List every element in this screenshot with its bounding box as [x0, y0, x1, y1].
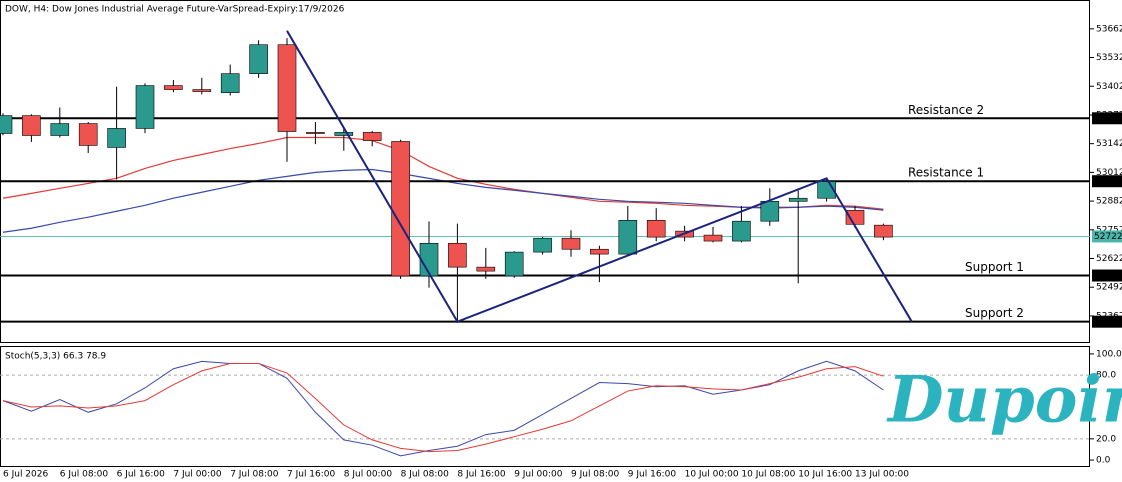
main-panel	[0, 0, 1090, 343]
x-tick-label: 6 Jul 16:00	[117, 470, 166, 480]
x-tick-label: 10 Jul 00:00	[685, 470, 739, 480]
x-tick-label: 6 Jul 2026	[3, 470, 48, 480]
candle-body	[107, 128, 126, 148]
y-tick-label: 52492	[1096, 283, 1122, 293]
candle-body	[0, 115, 13, 134]
x-tick-label: 9 Jul 08:00	[571, 470, 620, 480]
candle-body	[504, 251, 524, 277]
candle-body	[590, 248, 609, 255]
candle-body	[419, 242, 439, 277]
candle-body	[788, 197, 808, 202]
x-tick-label: 10 Jul 16:00	[798, 470, 852, 480]
price-box	[1092, 112, 1122, 125]
candle-body	[78, 123, 98, 146]
price-box	[1092, 175, 1122, 188]
candle-body	[533, 237, 552, 253]
candle-body	[760, 201, 780, 222]
candle-body	[277, 44, 297, 132]
candle-body	[306, 132, 325, 134]
candle-body	[703, 234, 723, 242]
y-tick-label: 20.0	[1096, 434, 1116, 444]
x-tick-label: 8 Jul 00:00	[344, 470, 393, 480]
candle-body	[448, 242, 467, 268]
x-tick-label: 8 Jul 08:00	[401, 470, 450, 480]
level-label: Support 2	[965, 306, 1024, 320]
indicator-title: Stoch(5,3,3) 66.3 78.9	[5, 352, 106, 362]
x-tick-label: 9 Jul 00:00	[514, 470, 563, 480]
candle-body	[334, 132, 354, 136]
y-tick-label: 52752	[1096, 225, 1122, 235]
y-tick-label: 53532	[1096, 53, 1122, 63]
indicator-line	[2, 360, 884, 457]
x-tick-label: 6 Jul 08:00	[60, 470, 109, 480]
price-box-label: 52972	[1094, 177, 1122, 187]
logo: Dupoin	[886, 363, 1122, 438]
y-tick-label: 80.0	[1096, 371, 1116, 381]
price-box	[1092, 315, 1122, 328]
candle-body	[874, 224, 893, 238]
x-tick-label: 10 Jul 08:00	[741, 470, 795, 480]
x-tick-label: 9 Jul 16:00	[628, 470, 677, 480]
candle-body	[362, 132, 382, 141]
x-tick-label: 13 Jul 00:00	[855, 470, 909, 480]
x-tick-label: 8 Jul 16:00	[457, 470, 506, 480]
candle-body	[476, 266, 496, 272]
candle-body	[561, 237, 581, 250]
chart-title: DOW, H4: Dow Jones Industrial Average Fu…	[5, 5, 345, 15]
candle-body	[732, 220, 751, 242]
price-box-label: 53257	[1094, 114, 1122, 124]
price-box	[1092, 269, 1122, 282]
trendline	[286, 30, 913, 323]
price-box	[1092, 230, 1122, 243]
candle-body	[50, 123, 70, 136]
x-tick-label: 7 Jul 08:00	[230, 470, 279, 480]
candle-body	[391, 141, 410, 277]
y-tick-label: 0.0	[1096, 456, 1111, 466]
price-box-label: 52722	[1094, 232, 1122, 242]
y-tick-label: 53402	[1096, 82, 1122, 92]
level-label: Resistance 1	[908, 166, 984, 180]
y-tick-label: 52622	[1096, 254, 1122, 264]
level-label: Support 1	[965, 260, 1024, 274]
candle-body	[249, 44, 268, 74]
candle-body	[220, 73, 240, 93]
y-tick-label: 53142	[1096, 139, 1122, 149]
candle-body	[192, 89, 212, 92]
y-tick-label: 53012	[1096, 168, 1122, 178]
x-tick-label: 7 Jul 00:00	[173, 470, 222, 480]
candle-body	[135, 85, 155, 129]
candle-body	[22, 115, 41, 136]
y-tick-label: 52882	[1096, 197, 1122, 207]
x-tick-label: 7 Jul 16:00	[287, 470, 336, 480]
price-box-label: 52545	[1094, 271, 1122, 281]
y-tick-label: 100.0	[1096, 349, 1122, 359]
indicator-line	[2, 362, 884, 453]
candle-body	[618, 220, 638, 255]
price-box-label: 52336	[1094, 317, 1122, 327]
level-label: Resistance 2	[908, 103, 984, 117]
candle-body	[646, 220, 666, 238]
y-tick-label: 53662	[1096, 24, 1122, 34]
candle-body	[164, 85, 183, 90]
